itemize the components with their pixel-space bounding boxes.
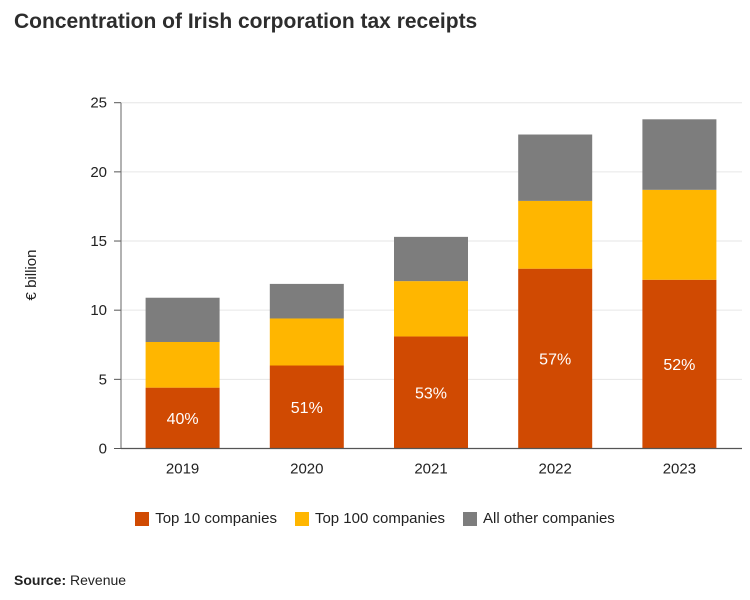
x-tick-label: 2023 — [663, 461, 696, 478]
bar-all-other-companies — [269, 283, 344, 319]
legend: Top 10 companies Top 100 companies All oth… — [0, 510, 750, 527]
bar-top-10-companies — [642, 279, 717, 449]
legend-swatch — [294, 511, 309, 526]
bar-top-10-companies — [394, 336, 468, 449]
data-label: 57% — [539, 352, 571, 369]
data-label: 52% — [663, 357, 695, 374]
legend-swatch — [463, 511, 478, 526]
y-tick-label: 5 — [99, 371, 107, 388]
bar-top-100-companies — [269, 318, 344, 366]
data-label: 51% — [291, 400, 323, 417]
source-label: Source: — [14, 572, 67, 588]
legend-item: Top 100 companies — [294, 510, 446, 527]
y-tick-label: 20 — [90, 164, 107, 181]
legend-swatch — [135, 511, 150, 526]
data-label: 53% — [415, 385, 447, 402]
y-tick-label: 25 — [90, 95, 107, 112]
x-tick-label: 2021 — [414, 461, 447, 478]
x-tick-label: 2019 — [166, 461, 199, 478]
bar-all-other-companies — [394, 236, 468, 282]
bar-top-10-companies — [518, 268, 593, 449]
legend-label: Top 10 companies — [155, 510, 277, 527]
legend-label: All other companies — [483, 510, 615, 527]
bar-top-100-companies — [642, 189, 717, 280]
bar-all-other-companies — [518, 134, 593, 201]
x-tick-label: 2020 — [290, 461, 323, 478]
bar-top-10-companies — [269, 365, 344, 449]
y-tick-label: 0 — [99, 441, 107, 458]
y-tick-label: 15 — [90, 233, 107, 250]
x-tick-label: 2022 — [539, 461, 572, 478]
bar-top-100-companies — [518, 200, 593, 269]
source-note: Source: Revenue — [14, 572, 126, 588]
y-tick-label: 10 — [90, 302, 107, 319]
chart-title: Concentration of Irish corporation tax r… — [14, 10, 478, 33]
bar-all-other-companies — [145, 297, 220, 342]
bar-top-10-companies — [145, 387, 220, 449]
stacked-bar-chart: 0 5 10 15 20 25 € billion 40% 2019 51% 2020 53% 2021… — [23, 95, 742, 478]
y-axis-label: € billion — [23, 250, 40, 301]
legend-label: Top 100 companies — [314, 510, 446, 527]
legend-item: All other companies — [463, 510, 615, 527]
data-label: 40% — [167, 411, 199, 428]
bar-top-100-companies — [394, 281, 468, 337]
source-value: Revenue — [70, 572, 127, 588]
bar-top-100-companies — [145, 341, 220, 388]
bar-all-other-companies — [642, 119, 717, 190]
legend-item: Top 10 companies — [135, 510, 277, 527]
